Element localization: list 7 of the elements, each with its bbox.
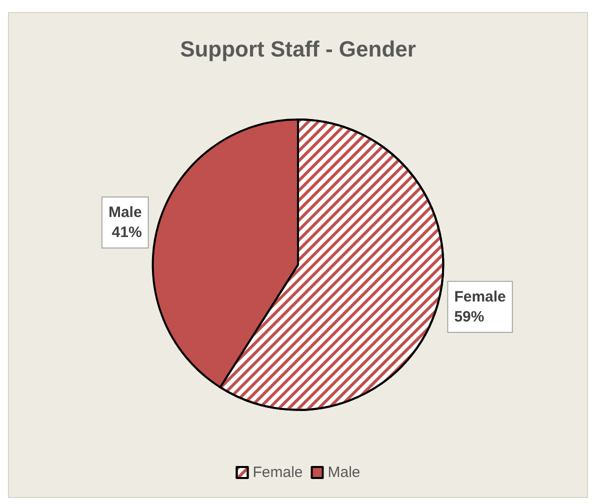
slice-label: Male xyxy=(108,204,142,221)
legend-label: Male xyxy=(328,464,360,481)
data-label: 59% xyxy=(454,308,484,326)
slice-label: Female xyxy=(454,288,506,306)
chart-title: Support Staff - Gender xyxy=(180,36,416,62)
legend-label: Female xyxy=(252,464,303,481)
data-label: 41% xyxy=(112,224,142,241)
